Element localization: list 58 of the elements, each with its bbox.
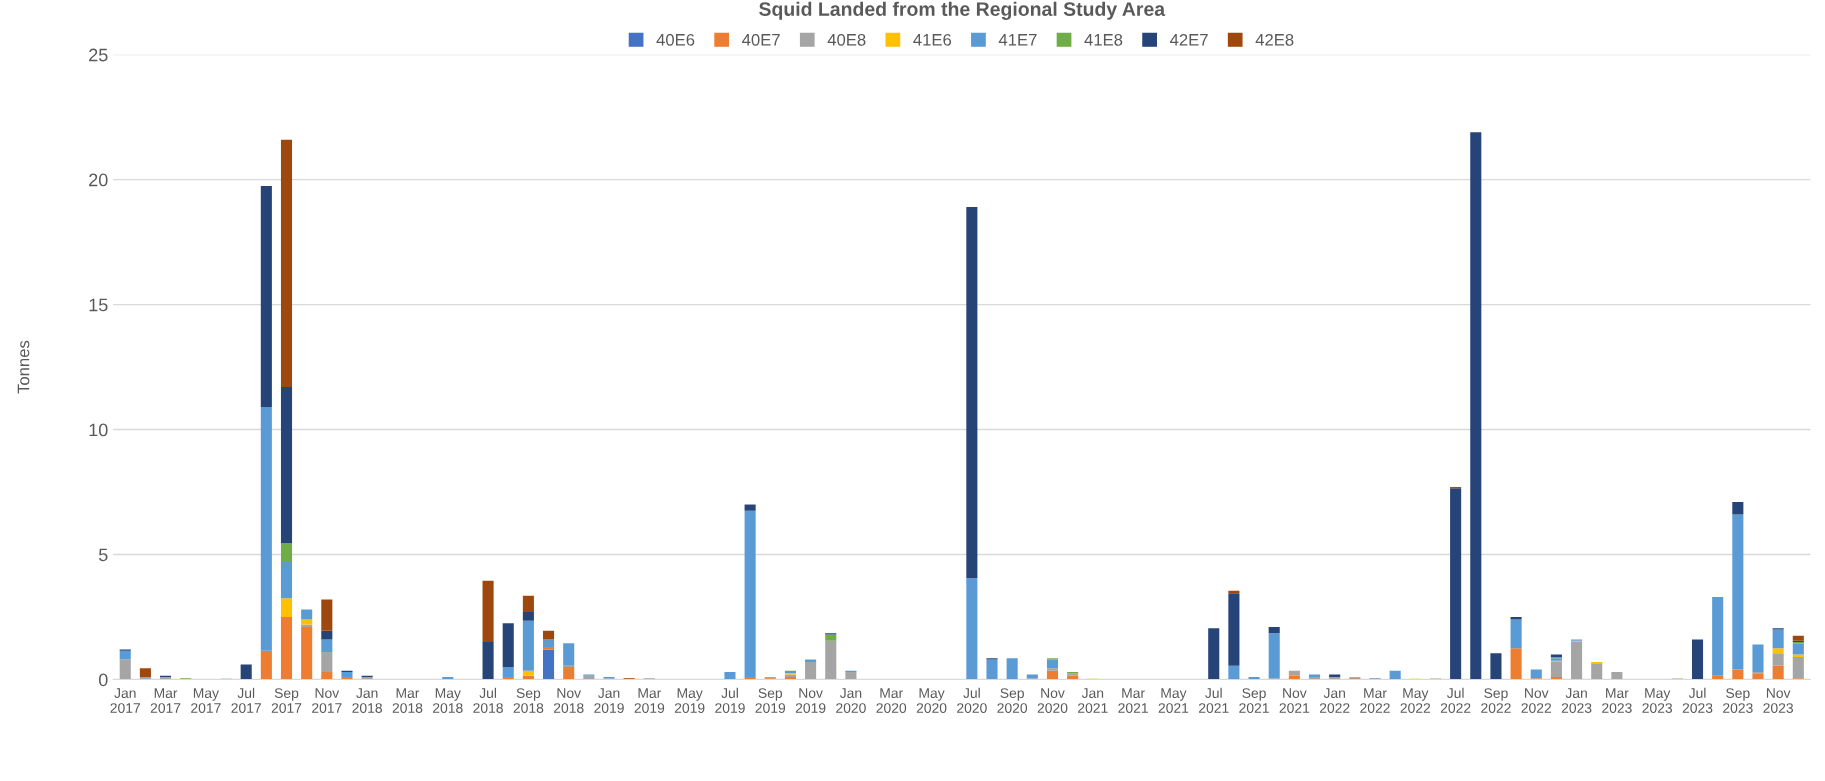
y-tick-label: 0 <box>98 673 108 687</box>
y-tick-label: 10 <box>89 423 108 437</box>
y-tick-label: 5 <box>98 548 108 562</box>
x-tick-label: Nov 2017 <box>312 688 342 713</box>
x-tick-label: Jan 2020 <box>836 688 866 713</box>
x-tick-label: Nov 2019 <box>795 688 826 713</box>
y-tick-label: 20 <box>89 173 108 187</box>
x-tick-label: Mar 2023 <box>1602 688 1632 713</box>
x-tick-label: May 2019 <box>674 688 705 713</box>
x-tick-label: Jan 2019 <box>594 688 624 713</box>
x-tick-label: Mar 2019 <box>634 688 665 713</box>
x-tick-label: Mar 2022 <box>1360 688 1390 713</box>
legend-label: 41E6 <box>913 33 952 46</box>
x-tick-label: Mar 2017 <box>150 688 181 713</box>
x-tick-label: Nov 2022 <box>1521 688 1552 713</box>
x-tick-label: Sep 2022 <box>1481 688 1511 713</box>
legend-label: 40E6 <box>656 33 695 46</box>
x-tick-label: Sep 2019 <box>755 688 786 713</box>
x-tick-label: Jan 2022 <box>1319 688 1350 713</box>
x-tick-label: Jul 2021 <box>1198 687 1229 713</box>
x-tick-label: Jan 2018 <box>352 688 382 713</box>
x-tick-label: Mar 2020 <box>876 688 907 713</box>
x-tick-label: Sep 2021 <box>1239 688 1269 713</box>
x-tick-label: May 2022 <box>1400 688 1431 713</box>
x-tick-label: Jul 2018 <box>473 687 503 713</box>
legend-label: 40E8 <box>827 33 866 46</box>
x-tick-label: Nov 2018 <box>553 688 584 713</box>
x-tick-label: May 2017 <box>191 688 221 713</box>
x-tick-label: Jan 2017 <box>110 688 140 713</box>
x-tick-label: Sep 2017 <box>271 688 302 713</box>
x-tick-label: Mar 2021 <box>1118 688 1148 713</box>
x-tick-label: Sep 2023 <box>1723 688 1753 713</box>
x-tick-label: Nov 2020 <box>1037 688 1068 713</box>
x-tick-label: Sep 2018 <box>513 688 544 713</box>
x-tick-label: Jul 2022 <box>1440 687 1471 713</box>
x-tick-label: Jul 2019 <box>715 687 745 713</box>
x-tick-label: Jul 2023 <box>1682 687 1713 713</box>
chart-title: Squid Landed from the Regional Study Area <box>759 1 1166 20</box>
x-tick-label: May 2023 <box>1642 688 1673 713</box>
x-tick-label: Nov 2021 <box>1279 688 1310 713</box>
legend-label: 41E7 <box>998 34 1037 46</box>
legend-label: 42E7 <box>1170 33 1208 46</box>
legend-label: 42E8 <box>1255 33 1294 46</box>
legend-label: 40E7 <box>742 33 780 46</box>
legend-label: 41E8 <box>1084 33 1123 46</box>
x-tick-label: Sep 2020 <box>997 688 1028 713</box>
y-tick-label: 15 <box>89 298 108 312</box>
x-tick-label: May 2018 <box>433 688 463 713</box>
x-tick-label: Jan 2021 <box>1078 688 1108 713</box>
x-tick-label: Jul 2017 <box>231 687 261 713</box>
x-tick-label: Nov 2023 <box>1763 688 1793 713</box>
y-tick-label: 25 <box>89 48 108 62</box>
x-tick-label: Jan 2023 <box>1561 688 1592 713</box>
y-axis-title: Tonnes <box>17 340 30 394</box>
x-tick-label: Jul 2020 <box>957 687 987 713</box>
x-tick-label: May 2021 <box>1158 688 1189 713</box>
x-tick-label: Mar 2018 <box>392 688 423 713</box>
x-tick-label: May 2020 <box>916 688 947 713</box>
